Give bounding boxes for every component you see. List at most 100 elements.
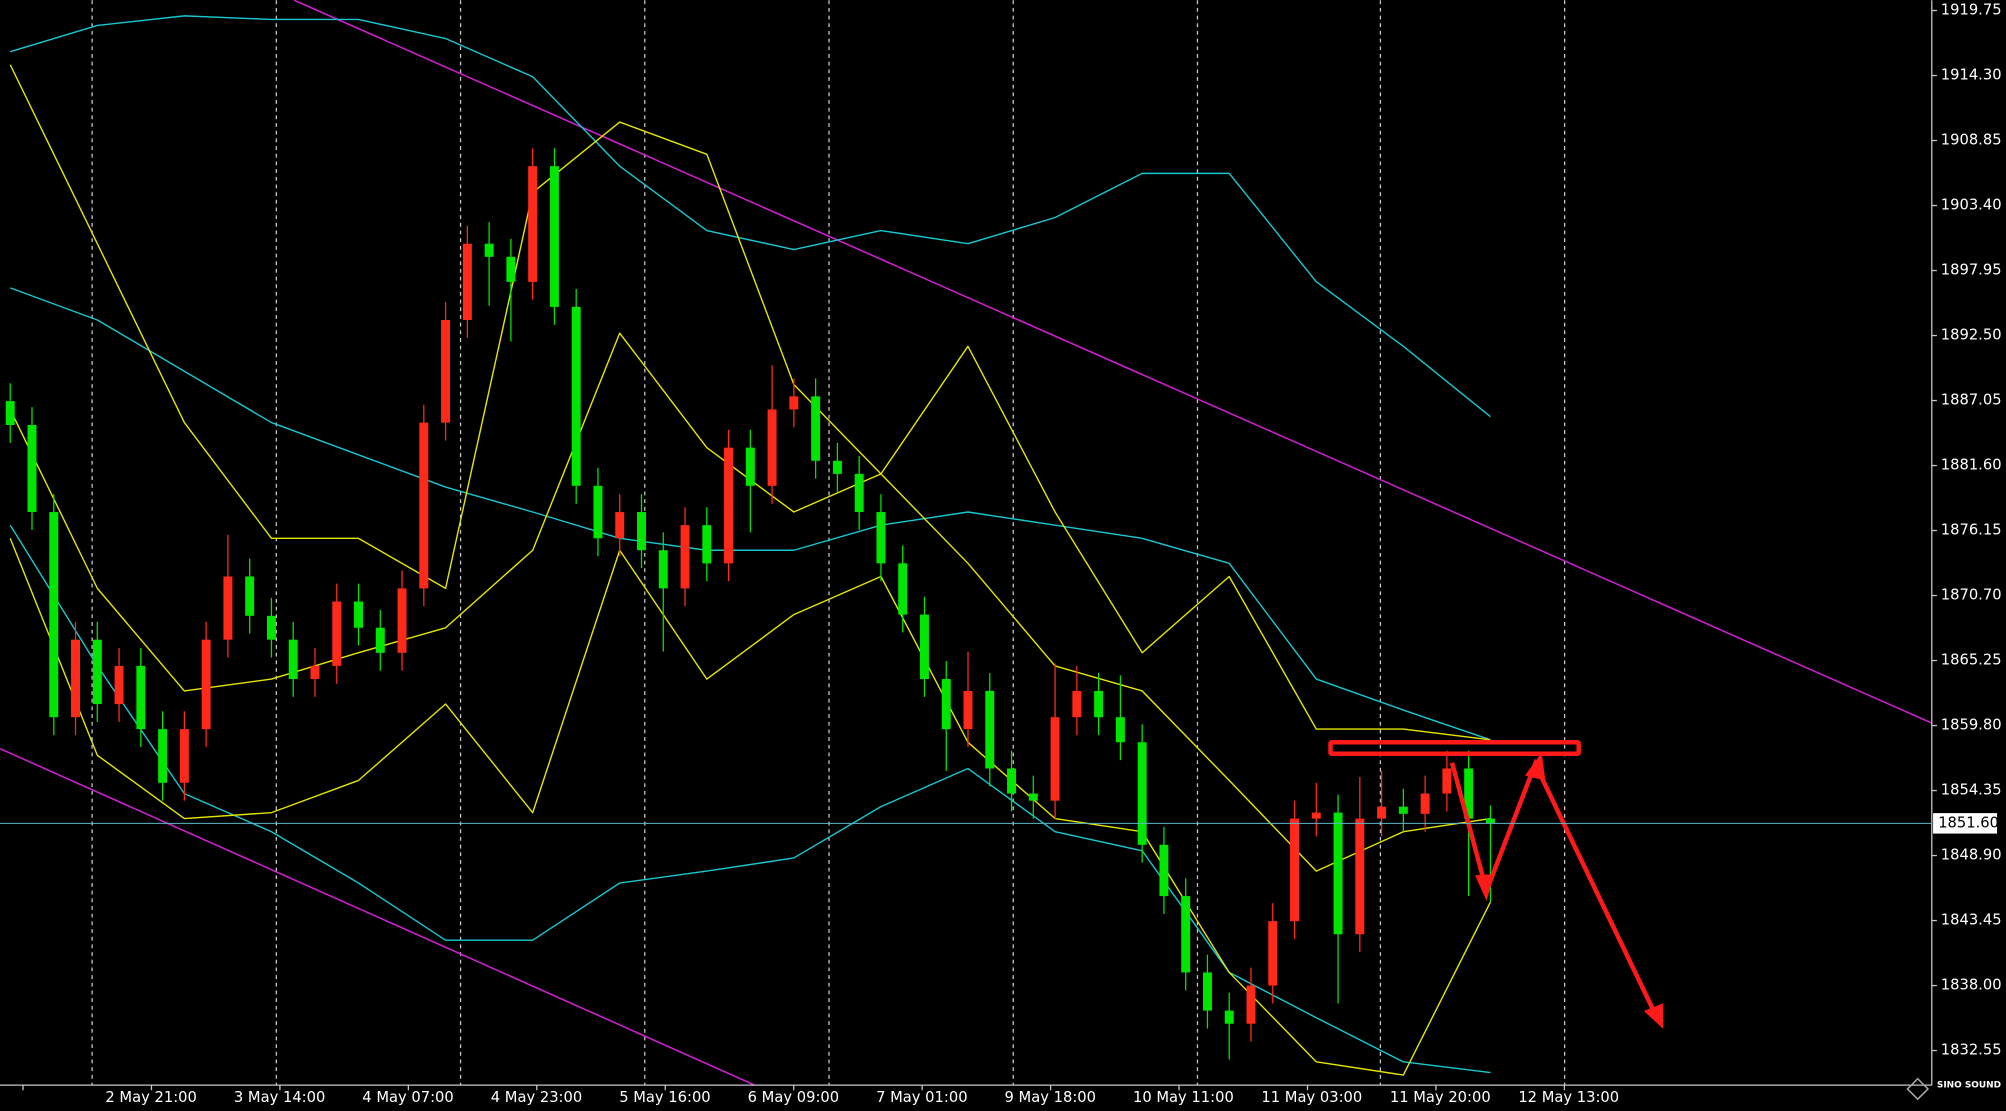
candle-body bbox=[593, 485, 603, 539]
y-tick-label: 1865.25 bbox=[1941, 652, 2002, 669]
candle-body bbox=[201, 639, 211, 730]
candle-body bbox=[571, 306, 581, 486]
candle-body bbox=[963, 690, 973, 730]
logo-text: SINO SOUND bbox=[1937, 1081, 2001, 1091]
candle-body bbox=[767, 409, 777, 486]
candle-body bbox=[1202, 972, 1212, 1011]
x-tick-label: 9 May 18:00 bbox=[1005, 1089, 1096, 1106]
candle-body bbox=[1464, 768, 1474, 819]
candle-body bbox=[745, 447, 755, 486]
arrow-head bbox=[1475, 874, 1495, 901]
y-tick-label: 1876.15 bbox=[1941, 522, 2002, 539]
y-tick-label: 1908.85 bbox=[1941, 132, 2002, 149]
candle-body bbox=[1398, 806, 1408, 814]
candle-body bbox=[354, 601, 363, 628]
y-tick-label: 1892.50 bbox=[1941, 327, 2002, 344]
candle-body bbox=[1355, 818, 1365, 935]
candle-body bbox=[114, 665, 124, 705]
candle-body bbox=[332, 601, 342, 666]
last-price-label: 1851.60 bbox=[1938, 814, 1999, 831]
candle-body bbox=[789, 396, 799, 410]
indicator-line bbox=[9, 64, 1491, 741]
candle-body bbox=[5, 401, 15, 425]
logo-mark bbox=[1906, 1077, 1930, 1101]
candle-body bbox=[1246, 985, 1256, 1024]
candle-body bbox=[898, 563, 908, 615]
candle-body bbox=[1420, 793, 1430, 814]
arrow-head bbox=[1643, 1003, 1664, 1029]
candle-body bbox=[158, 729, 168, 783]
candle-body bbox=[1159, 844, 1169, 897]
candle-body bbox=[49, 512, 59, 718]
candle-body bbox=[1442, 768, 1452, 794]
candle-body bbox=[811, 396, 821, 461]
candle-body bbox=[1007, 768, 1017, 794]
candle-body bbox=[1028, 793, 1038, 801]
candle-body bbox=[397, 588, 407, 653]
candle-body bbox=[724, 447, 734, 564]
candle-body bbox=[1050, 717, 1060, 801]
candle-body bbox=[854, 473, 864, 513]
candle-body bbox=[375, 627, 385, 653]
last-price-tag bbox=[1933, 813, 1998, 834]
candle-body bbox=[549, 166, 559, 307]
candle-body bbox=[1333, 812, 1343, 935]
projection-path bbox=[1449, 758, 1659, 1019]
y-tick-label: 1919.75 bbox=[1941, 2, 2002, 19]
y-tick-label: 1832.55 bbox=[1941, 1042, 2002, 1059]
candle-body bbox=[27, 424, 37, 513]
candle-body bbox=[702, 525, 712, 564]
indicator-line bbox=[9, 524, 1491, 1074]
candle-body bbox=[1115, 717, 1125, 743]
candle-body bbox=[680, 525, 690, 589]
x-tick-label: 4 May 07:00 bbox=[362, 1089, 453, 1106]
candle-body bbox=[179, 729, 189, 783]
indicator-line bbox=[10, 15, 1491, 418]
candle-body bbox=[462, 243, 472, 321]
x-tick-label: 11 May 03:00 bbox=[1261, 1089, 1362, 1106]
y-tick-label: 1843.45 bbox=[1941, 912, 2002, 929]
x-tick-label: 3 May 14:00 bbox=[234, 1089, 325, 1106]
y-tick-label: 1897.95 bbox=[1941, 262, 2002, 279]
candle-body bbox=[136, 665, 146, 730]
candle-body bbox=[71, 639, 81, 718]
x-tick-label: 2 May 21:00 bbox=[105, 1089, 196, 1106]
arrow-heads bbox=[1475, 752, 1664, 1029]
y-tick-label: 1848.90 bbox=[1941, 847, 2002, 864]
candle-body bbox=[1072, 690, 1082, 718]
y-tick-label: 1854.35 bbox=[1941, 782, 2002, 799]
candle-body bbox=[637, 512, 646, 551]
trend-line-upper bbox=[293, 0, 1933, 724]
candle-body bbox=[1290, 818, 1299, 922]
x-tick-label: 4 May 23:00 bbox=[491, 1089, 582, 1106]
candle-body bbox=[658, 550, 668, 589]
candle-body bbox=[1311, 812, 1321, 819]
candle-body bbox=[615, 512, 625, 539]
candle-body bbox=[1137, 742, 1147, 845]
candle-body bbox=[92, 639, 102, 705]
logo: SINO SOUND bbox=[1906, 1077, 2001, 1101]
candle-body bbox=[1377, 806, 1387, 819]
candle-body bbox=[1181, 896, 1191, 973]
trend-line-lower bbox=[0, 747, 756, 1086]
candle-body bbox=[441, 320, 451, 423]
candle-body bbox=[506, 256, 516, 282]
candle-body bbox=[1094, 690, 1104, 718]
candle-body bbox=[266, 615, 276, 640]
candle-body bbox=[288, 639, 298, 680]
indicator-line bbox=[9, 287, 1491, 741]
candle-body bbox=[1485, 818, 1495, 824]
arrow-head bbox=[1524, 752, 1546, 781]
x-tick-label: 7 May 01:00 bbox=[876, 1089, 967, 1106]
candle-body bbox=[1224, 1010, 1234, 1024]
candle-body bbox=[310, 665, 320, 680]
candle-body bbox=[1268, 921, 1278, 986]
candle-body bbox=[528, 166, 538, 282]
x-tick-label: 12 May 13:00 bbox=[1518, 1089, 1619, 1106]
y-tick-label: 1838.00 bbox=[1941, 977, 2002, 994]
candle-body bbox=[876, 512, 886, 564]
